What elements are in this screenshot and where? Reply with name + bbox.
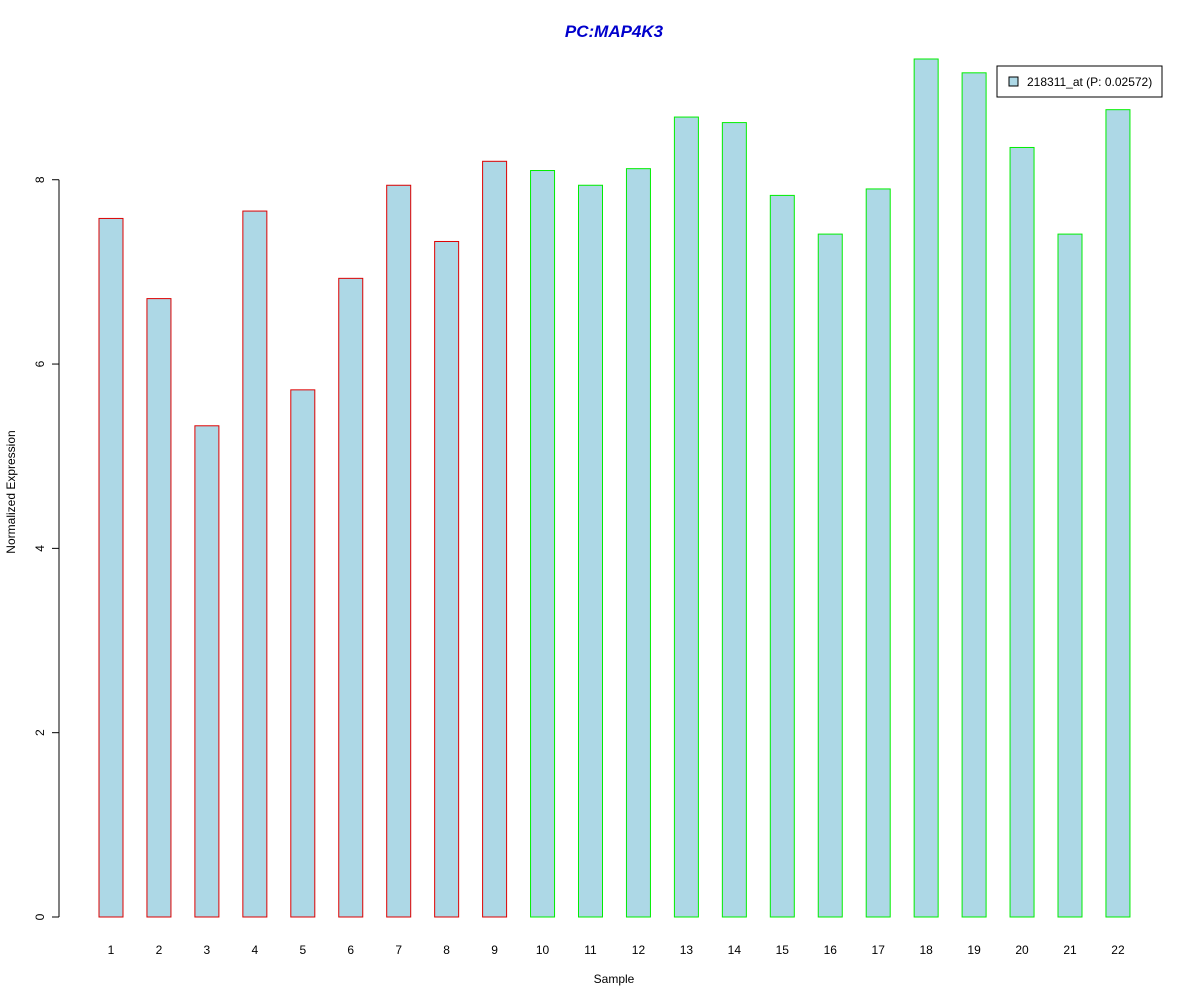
bar (338, 277, 364, 918)
bar (817, 233, 843, 918)
legend-swatch (1008, 76, 1019, 87)
x-tick-label: 16 (824, 943, 838, 957)
chart-title: PC:MAP4K3 (565, 22, 664, 41)
legend-label: 218311_at (P: 0.02572) (1027, 75, 1152, 89)
x-tick-label: 15 (776, 943, 790, 957)
x-tick-label: 21 (1063, 943, 1077, 957)
legend: 218311_at (P: 0.02572) (996, 65, 1163, 98)
y-tick-label: 2 (33, 729, 47, 736)
bar (769, 194, 795, 918)
x-tick-label: 5 (299, 943, 306, 957)
x-tick-label: 1 (108, 943, 115, 957)
bar (961, 72, 987, 918)
x-tick-label: 4 (252, 943, 259, 957)
legend-box (996, 65, 1163, 98)
x-axis-label: Sample (594, 972, 635, 986)
bars (98, 58, 1131, 918)
x-tick-label: 2 (156, 943, 163, 957)
x-tick-label: 14 (728, 943, 742, 957)
bar (673, 116, 699, 918)
x-tick-label: 9 (491, 943, 498, 957)
x-tick-label: 6 (347, 943, 354, 957)
bar (386, 184, 412, 918)
bar (98, 217, 124, 918)
x-tick-label: 18 (919, 943, 933, 957)
bar (625, 168, 651, 918)
y-tick-label: 8 (33, 176, 47, 183)
bar (242, 210, 268, 918)
x-tick-label: 11 (584, 943, 597, 957)
bar (434, 240, 460, 918)
x-tick-label: 19 (967, 943, 981, 957)
y-tick-label: 0 (33, 913, 47, 920)
x-tick-label: 22 (1111, 943, 1125, 957)
bar (530, 170, 556, 918)
x-tick-label: 12 (632, 943, 646, 957)
bar (721, 122, 747, 918)
bar (578, 184, 603, 918)
y-axis: 0 2 4 6 8 (33, 176, 60, 920)
x-tick-label: 10 (536, 943, 550, 957)
bar (482, 160, 508, 918)
bar (194, 425, 220, 918)
x-tick-labels: 1 2 3 4 5 6 7 8 9 10 11 12 13 14 15 16 17 18 19 20 21 22 (108, 943, 1125, 957)
bar (1009, 146, 1035, 918)
x-tick-label: 8 (443, 943, 450, 957)
bar (290, 389, 316, 918)
bar (1057, 233, 1083, 918)
bar (913, 58, 939, 918)
x-tick-label: 17 (872, 943, 886, 957)
bar (1105, 109, 1131, 918)
x-tick-label: 13 (680, 943, 694, 957)
x-tick-label: 20 (1015, 943, 1029, 957)
x-tick-label: 7 (395, 943, 402, 957)
y-axis-label: Normalized Expression (4, 430, 18, 553)
x-tick-label: 3 (204, 943, 211, 957)
bar (146, 298, 172, 918)
y-tick-label: 6 (33, 360, 47, 367)
bar (865, 188, 891, 918)
y-tick-label: 4 (33, 545, 47, 552)
